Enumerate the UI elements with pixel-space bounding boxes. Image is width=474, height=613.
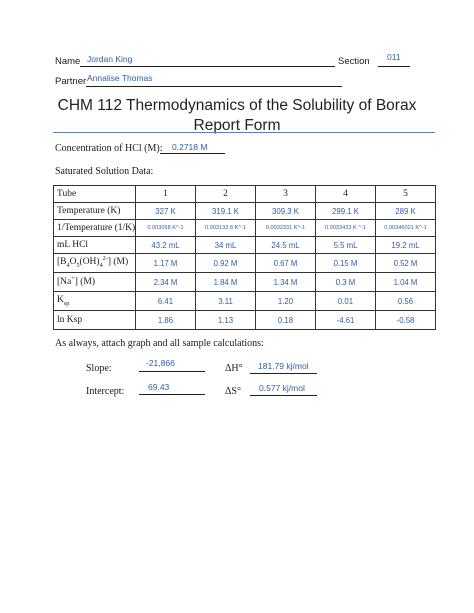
table-cell[interactable]: 0.56 (375, 291, 436, 311)
table-cell[interactable]: 1.20 (255, 291, 316, 311)
dh-value[interactable]: 181.79 kj/mol (258, 361, 309, 371)
table-cell[interactable]: 19.2 mL (375, 236, 436, 254)
row-label-prefix: K (57, 295, 64, 306)
name-value[interactable]: Jordan King (87, 54, 133, 64)
table-row: mL HCl 43.2 mL 34 mL 24.5 mL 5.5 mL 19.2… (53, 236, 436, 254)
hcl-value[interactable]: 0.2718 M (172, 142, 208, 152)
intercept-label: Intercept: (86, 386, 125, 397)
table-cell[interactable]: 319.1 K (195, 202, 256, 220)
table-cell[interactable]: 43.2 mL (135, 236, 196, 254)
row-label: Temperature (K) (53, 202, 136, 220)
slope-label: Slope: (86, 363, 112, 374)
table-cell[interactable]: -0.58 (375, 310, 436, 330)
section-underline (378, 66, 410, 67)
hcl-underline (160, 153, 225, 154)
table-row: 1/Temperature (1/K) 0.003058 K^-1 0.0031… (53, 219, 436, 237)
slope-underline (139, 371, 205, 372)
data-table: Tube 1 2 3 4 5 Temperature (K) 327 K 319… (53, 185, 436, 330)
row-label: ln Ksp (53, 310, 136, 330)
row-label-borate: [B4O5(OH)42-] (M) (53, 253, 136, 273)
row-label-sodium: [Na+] (M) (53, 272, 136, 292)
section-label: Section (338, 56, 370, 67)
title-line-2: Report Form (193, 117, 281, 134)
row-label-ksp: Ksp (53, 291, 136, 311)
table-cell[interactable]: 0.0032331 K^-1 (255, 219, 316, 237)
table-row: Ksp 6.41 3.11 1.20 0.01 0.56 (53, 291, 436, 311)
slope-value[interactable]: -21,866 (146, 358, 175, 368)
table-cell[interactable]: 0.003133 8 K^-1 (195, 219, 256, 237)
column-header: 3 (255, 185, 316, 203)
intercept-value[interactable]: 69.43 (148, 382, 170, 392)
attach-note: As always, attach graph and all sample c… (55, 338, 264, 349)
dh-underline (250, 373, 317, 374)
table-cell[interactable]: 0.67 M (255, 253, 316, 273)
name-underline (80, 66, 335, 67)
ds-label: ΔS° (225, 386, 241, 397)
page-title: CHM 112 Thermodynamics of the Solubility… (40, 96, 434, 136)
partner-value[interactable]: Annalise Thomas (87, 73, 153, 83)
column-header: 5 (375, 185, 436, 203)
intercept-underline (139, 394, 205, 395)
table-cell[interactable]: 327 K (135, 202, 196, 220)
column-header: 1 (135, 185, 196, 203)
table-cell[interactable]: 1.17 M (135, 253, 196, 273)
row-label-prefix: [Na (57, 277, 72, 288)
row-label-suffix: ] (M) (74, 277, 96, 288)
table-cell[interactable]: 309.3 K (255, 202, 316, 220)
saturated-label: Saturated Solution Data: (55, 166, 154, 177)
row-label-suffix: (M) (110, 257, 129, 268)
ds-value[interactable]: 0.577 kj/mol (259, 383, 305, 393)
row-label-sub: sp (63, 300, 70, 307)
table-cell[interactable]: 5.5 mL (315, 236, 376, 254)
table-cell[interactable]: -4.61 (315, 310, 376, 330)
table-cell[interactable]: 1.04 M (375, 272, 436, 292)
partner-label: Partner (55, 76, 87, 87)
name-label: Name (55, 56, 81, 67)
table-cell[interactable]: 0.00346021 K^-1 (375, 219, 436, 237)
table-cell[interactable]: 0.52 M (375, 253, 436, 273)
ds-underline (250, 395, 317, 396)
hcl-label: Concentration of HCl (M): (55, 143, 163, 154)
table-cell[interactable]: 0.01 (315, 291, 376, 311)
table-cell[interactable]: 299.1 K (315, 202, 376, 220)
title-line-1: CHM 112 Thermodynamics of the Solubility… (57, 97, 417, 114)
table-cell[interactable]: 3.11 (195, 291, 256, 311)
table-cell[interactable]: 0.003058 K^-1 (135, 219, 196, 237)
row-label: 1/Temperature (1/K) (53, 219, 136, 237)
table-cell[interactable]: 2.34 M (135, 272, 196, 292)
table-row: [B4O5(OH)42-] (M) 1.17 M 0.92 M 0.67 M 0… (53, 253, 436, 273)
title-divider (53, 132, 435, 133)
table-cell[interactable]: 1.86 (135, 310, 196, 330)
table-cell[interactable]: 24.5 mL (255, 236, 316, 254)
column-header: 2 (195, 185, 256, 203)
table-cell[interactable]: 0.92 M (195, 253, 256, 273)
table-cell[interactable]: 0.0033433 K ^-1 (315, 219, 376, 237)
dh-label: ΔH° (225, 363, 243, 374)
table-cell[interactable]: 0.3 M (315, 272, 376, 292)
column-header: Tube (53, 185, 136, 203)
table-cell[interactable]: 1.34 M (255, 272, 316, 292)
table-cell[interactable]: 289 K (375, 202, 436, 220)
table-header-row: Tube 1 2 3 4 5 (53, 185, 436, 203)
table-cell[interactable]: 34 mL (195, 236, 256, 254)
column-header: 4 (315, 185, 376, 203)
table-row: ln Ksp 1.86 1.13 0.18 -4.61 -0.58 (53, 310, 436, 330)
partner-underline (86, 86, 342, 87)
table-cell[interactable]: 1.13 (195, 310, 256, 330)
table-cell[interactable]: 1.84 M (195, 272, 256, 292)
row-label: mL HCl (53, 236, 136, 254)
table-row: Temperature (K) 327 K 319.1 K 309.3 K 29… (53, 202, 436, 220)
table-cell[interactable]: 0.15 M (315, 253, 376, 273)
table-cell[interactable]: 6.41 (135, 291, 196, 311)
table-row: [Na+] (M) 2.34 M 1.84 M 1.34 M 0.3 M 1.0… (53, 272, 436, 292)
section-value[interactable]: 011 (387, 52, 401, 62)
table-cell[interactable]: 0.18 (255, 310, 316, 330)
row-label-prefix: [B (57, 257, 67, 268)
